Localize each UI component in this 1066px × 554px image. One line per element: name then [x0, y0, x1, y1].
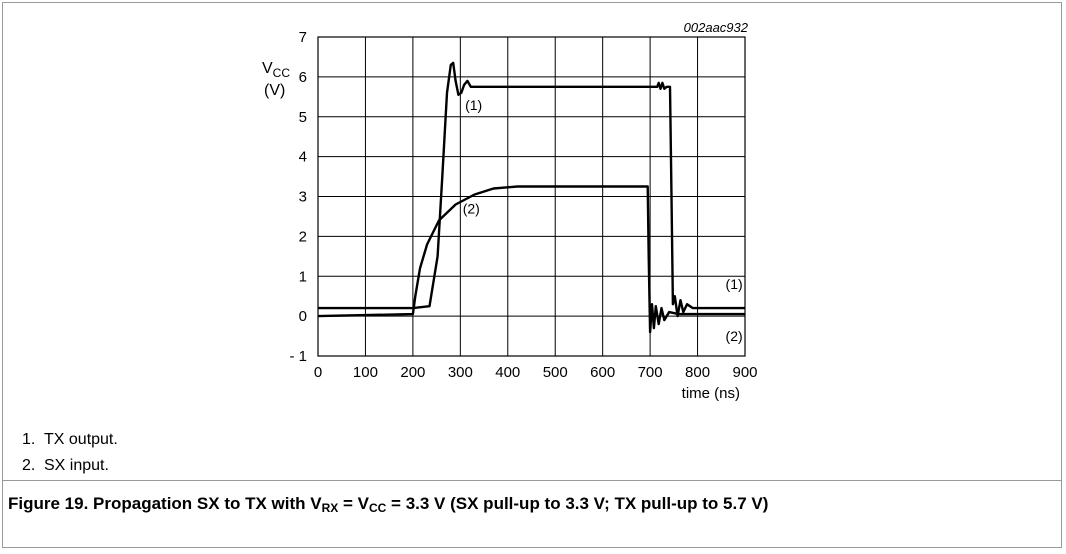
- x-tick-label: 400: [495, 364, 520, 381]
- caption-subscript: CC: [368, 501, 387, 515]
- y-tick-label: 0: [299, 308, 307, 325]
- x-tick-label: 800: [685, 364, 710, 381]
- series-label: (1): [726, 276, 743, 292]
- note-number: 2.: [22, 457, 36, 474]
- figure-id: 002aac932: [684, 20, 749, 35]
- x-tick-label: 0: [314, 364, 322, 381]
- y-tick-label: 3: [299, 189, 307, 206]
- note-item: 1. TX output.: [22, 427, 118, 453]
- x-tick-label: 100: [353, 364, 378, 381]
- note-text: TX output.: [44, 431, 118, 448]
- x-tick-label: 600: [590, 364, 615, 381]
- caption-part: = V: [338, 494, 369, 513]
- y-tick-label: 5: [299, 109, 307, 126]
- x-tick-label: 200: [400, 364, 425, 381]
- y-tick-label: 2: [299, 228, 307, 245]
- x-tick-label: 500: [543, 364, 568, 381]
- series-label: (2): [726, 328, 743, 344]
- note-text: SX input.: [44, 457, 109, 474]
- notes-list: 1. TX output. 2. SX input.: [22, 427, 118, 479]
- caption-part: = 3.3 V (SX pull-up to 3.3 V; TX pull-up…: [386, 494, 769, 513]
- series-label: (1): [465, 97, 482, 113]
- x-tick-label: 300: [448, 364, 473, 381]
- chart-series: [317, 61, 745, 334]
- y-tick-label: 1: [299, 268, 307, 285]
- y-axis-unit: (V): [264, 82, 285, 99]
- caption-divider: [2, 480, 1062, 481]
- y-tick-label: 6: [299, 69, 307, 86]
- chart-labels: 0 100 200 300 400 500 600 700 800 900 7 6 5 4 3 2 1 0 - 1 V…: [262, 20, 758, 402]
- y-tick-label: 7: [299, 29, 307, 46]
- caption-subscript: RX: [321, 501, 339, 515]
- x-tick-label: 900: [732, 364, 757, 381]
- note-number: 1.: [22, 431, 36, 448]
- x-tick-label: 700: [638, 364, 663, 381]
- note-item: 2. SX input.: [22, 453, 118, 479]
- chart: 0 100 200 300 400 500 600 700 800 900 7 6 5 4 3 2 1 0 - 1 V…: [262, 20, 758, 402]
- chart-grid: [317, 36, 746, 357]
- series-line: [317, 185, 745, 334]
- series-line: [318, 61, 745, 318]
- y-axis-label: VCC: [262, 60, 290, 80]
- figure-caption: Figure 19. Propagation SX to TX with VRX…: [8, 492, 1053, 516]
- y-axis-label-subscript: CC: [273, 66, 291, 80]
- plot-border: [317, 36, 746, 357]
- series-label: (2): [463, 200, 480, 216]
- x-axis-label: time (ns): [682, 385, 740, 402]
- y-tick-label: - 1: [289, 348, 307, 365]
- caption-part: Figure 19. Propagation SX to TX with V: [8, 494, 322, 513]
- y-tick-label: 4: [299, 149, 307, 166]
